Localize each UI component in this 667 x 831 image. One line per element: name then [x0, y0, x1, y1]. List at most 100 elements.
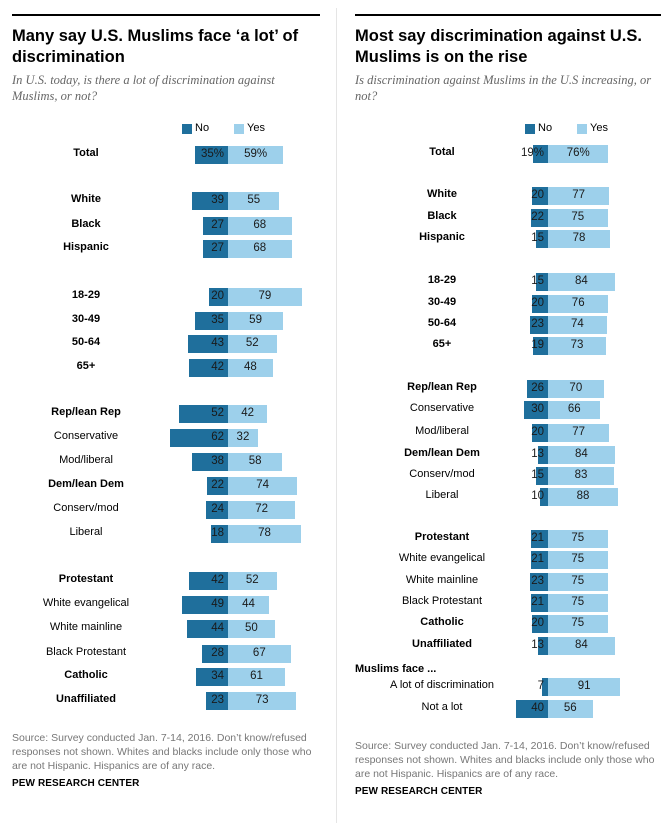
bar-no: [530, 209, 548, 227]
bar-no: [187, 335, 228, 353]
value-label-no: 20: [211, 290, 224, 302]
top-rule: [355, 14, 661, 16]
bar-yes: [228, 312, 284, 330]
category-label: Total: [429, 146, 455, 158]
source-note: Source: Survey conducted Jan. 7-14, 2016…: [12, 732, 312, 772]
bar-row: Rep/lean Rep 26 70: [343, 380, 667, 398]
bar-row: Black 22 75: [343, 209, 667, 227]
category-label: Mod/liberal: [59, 454, 113, 466]
bar-yes: [548, 316, 607, 334]
bar-no: [529, 316, 548, 334]
value-label-yes: 73: [255, 694, 269, 706]
category-label: Conserv/mod: [409, 468, 475, 480]
bar-row: Conservative 30 66: [343, 401, 667, 419]
bar-no: [531, 594, 548, 612]
bar-yes: [548, 678, 621, 696]
bar-yes: [548, 573, 608, 591]
bar-yes: [228, 405, 268, 423]
bar-row: Catholic 20 75: [343, 615, 667, 633]
bar-no: [527, 380, 548, 398]
value-label-no: 10: [531, 490, 544, 502]
bar-no: [537, 637, 548, 655]
value-label-no: 40: [531, 702, 544, 714]
bar-row: Not a lot 40 56: [343, 700, 667, 718]
bar-row: White evangelical 21 75: [343, 551, 667, 569]
bar-yes: [548, 637, 615, 655]
bar-row: White evangelical 49 44: [0, 596, 330, 614]
category-label: Rep/lean Rep: [51, 406, 121, 418]
bar-no: [532, 145, 548, 163]
value-label-no: 21: [531, 553, 544, 565]
value-label-no: 27: [211, 219, 224, 231]
value-label-yes: 67: [252, 647, 266, 659]
bar-row: Black 27 68: [0, 217, 330, 235]
value-label-no: 22: [531, 211, 544, 223]
bar-yes: [548, 467, 614, 485]
bar-yes: [548, 594, 608, 612]
bar-yes: [228, 692, 297, 710]
legend-swatch-no: [525, 124, 535, 134]
bar-no: [542, 678, 548, 696]
bar-row: Catholic 34 61: [0, 668, 330, 686]
value-label-no: 52: [211, 407, 224, 419]
bar-no: [532, 615, 548, 633]
bar-no: [529, 573, 548, 591]
bar-no: [536, 273, 548, 291]
bar-yes: [548, 230, 610, 248]
value-label-no: 20: [531, 189, 544, 201]
section-label-muslims-face: Muslims face ...: [355, 663, 437, 675]
bar-row: A lot of discrimination 7 91: [343, 678, 667, 696]
bar-yes: [228, 572, 277, 590]
bar-row: 50-64 43 52: [0, 335, 330, 353]
category-label: Conservative: [409, 402, 475, 414]
value-label-yes: 88: [576, 490, 590, 502]
bar-yes: [228, 645, 291, 663]
value-label-no: 62: [211, 431, 224, 443]
bar-row: 65+ 19 73: [343, 337, 667, 355]
value-label-yes: 75: [571, 617, 585, 629]
bar-yes: [548, 273, 615, 291]
category-label: Liberal: [425, 489, 459, 501]
bar-yes: [228, 501, 296, 519]
value-label-yes: 78: [258, 527, 271, 539]
panel-divider: [336, 8, 337, 823]
bar-yes: [228, 429, 258, 447]
bar-yes: [548, 380, 604, 398]
category-label: 18-29: [71, 289, 101, 301]
value-label-no: 26: [531, 382, 544, 394]
bar-no: [516, 700, 548, 718]
bar-yes: [228, 240, 292, 258]
category-label: White evangelical: [42, 597, 130, 609]
category-label: Conservative: [53, 430, 119, 442]
value-label-no: 35: [211, 314, 224, 326]
category-label: 30-49: [71, 313, 101, 325]
bar-yes: [548, 615, 608, 633]
category-label: White mainline: [49, 621, 123, 633]
bar-no: [537, 446, 548, 464]
chart-panel-left: Many say U.S. Muslims face ‘a lot’ of di…: [0, 0, 330, 831]
category-label: White: [427, 188, 457, 200]
category-label: Hispanic: [419, 231, 465, 243]
bar-yes: [228, 453, 283, 471]
category-label: White mainline: [405, 574, 479, 586]
value-label-no: 28: [211, 647, 224, 659]
bar-row: White mainline 44 50: [0, 620, 330, 638]
value-label-yes: 79: [258, 290, 272, 302]
bar-row: Unaffiliated 23 73: [0, 692, 330, 710]
bar-yes: [548, 551, 608, 569]
value-label-no: 23: [531, 575, 544, 587]
bar-row: Conservative 62 32: [0, 429, 330, 447]
value-label-no: 44: [211, 622, 224, 634]
category-label: Mod/liberal: [415, 425, 469, 437]
value-label-yes: 66: [567, 403, 581, 415]
bar-no: [540, 488, 548, 506]
value-label-no: 35%: [200, 148, 224, 160]
bar-no: [179, 405, 228, 423]
value-label-yes: 75: [571, 553, 585, 565]
bar-row: Protestant 42 52: [0, 572, 330, 590]
bar-row: Protestant 21 75: [343, 530, 667, 548]
category-label: Dem/lean Dem: [48, 478, 124, 490]
value-label-yes: 83: [574, 469, 588, 481]
bar-yes: [548, 488, 618, 506]
bar-row: 50-64 23 74: [343, 316, 667, 334]
